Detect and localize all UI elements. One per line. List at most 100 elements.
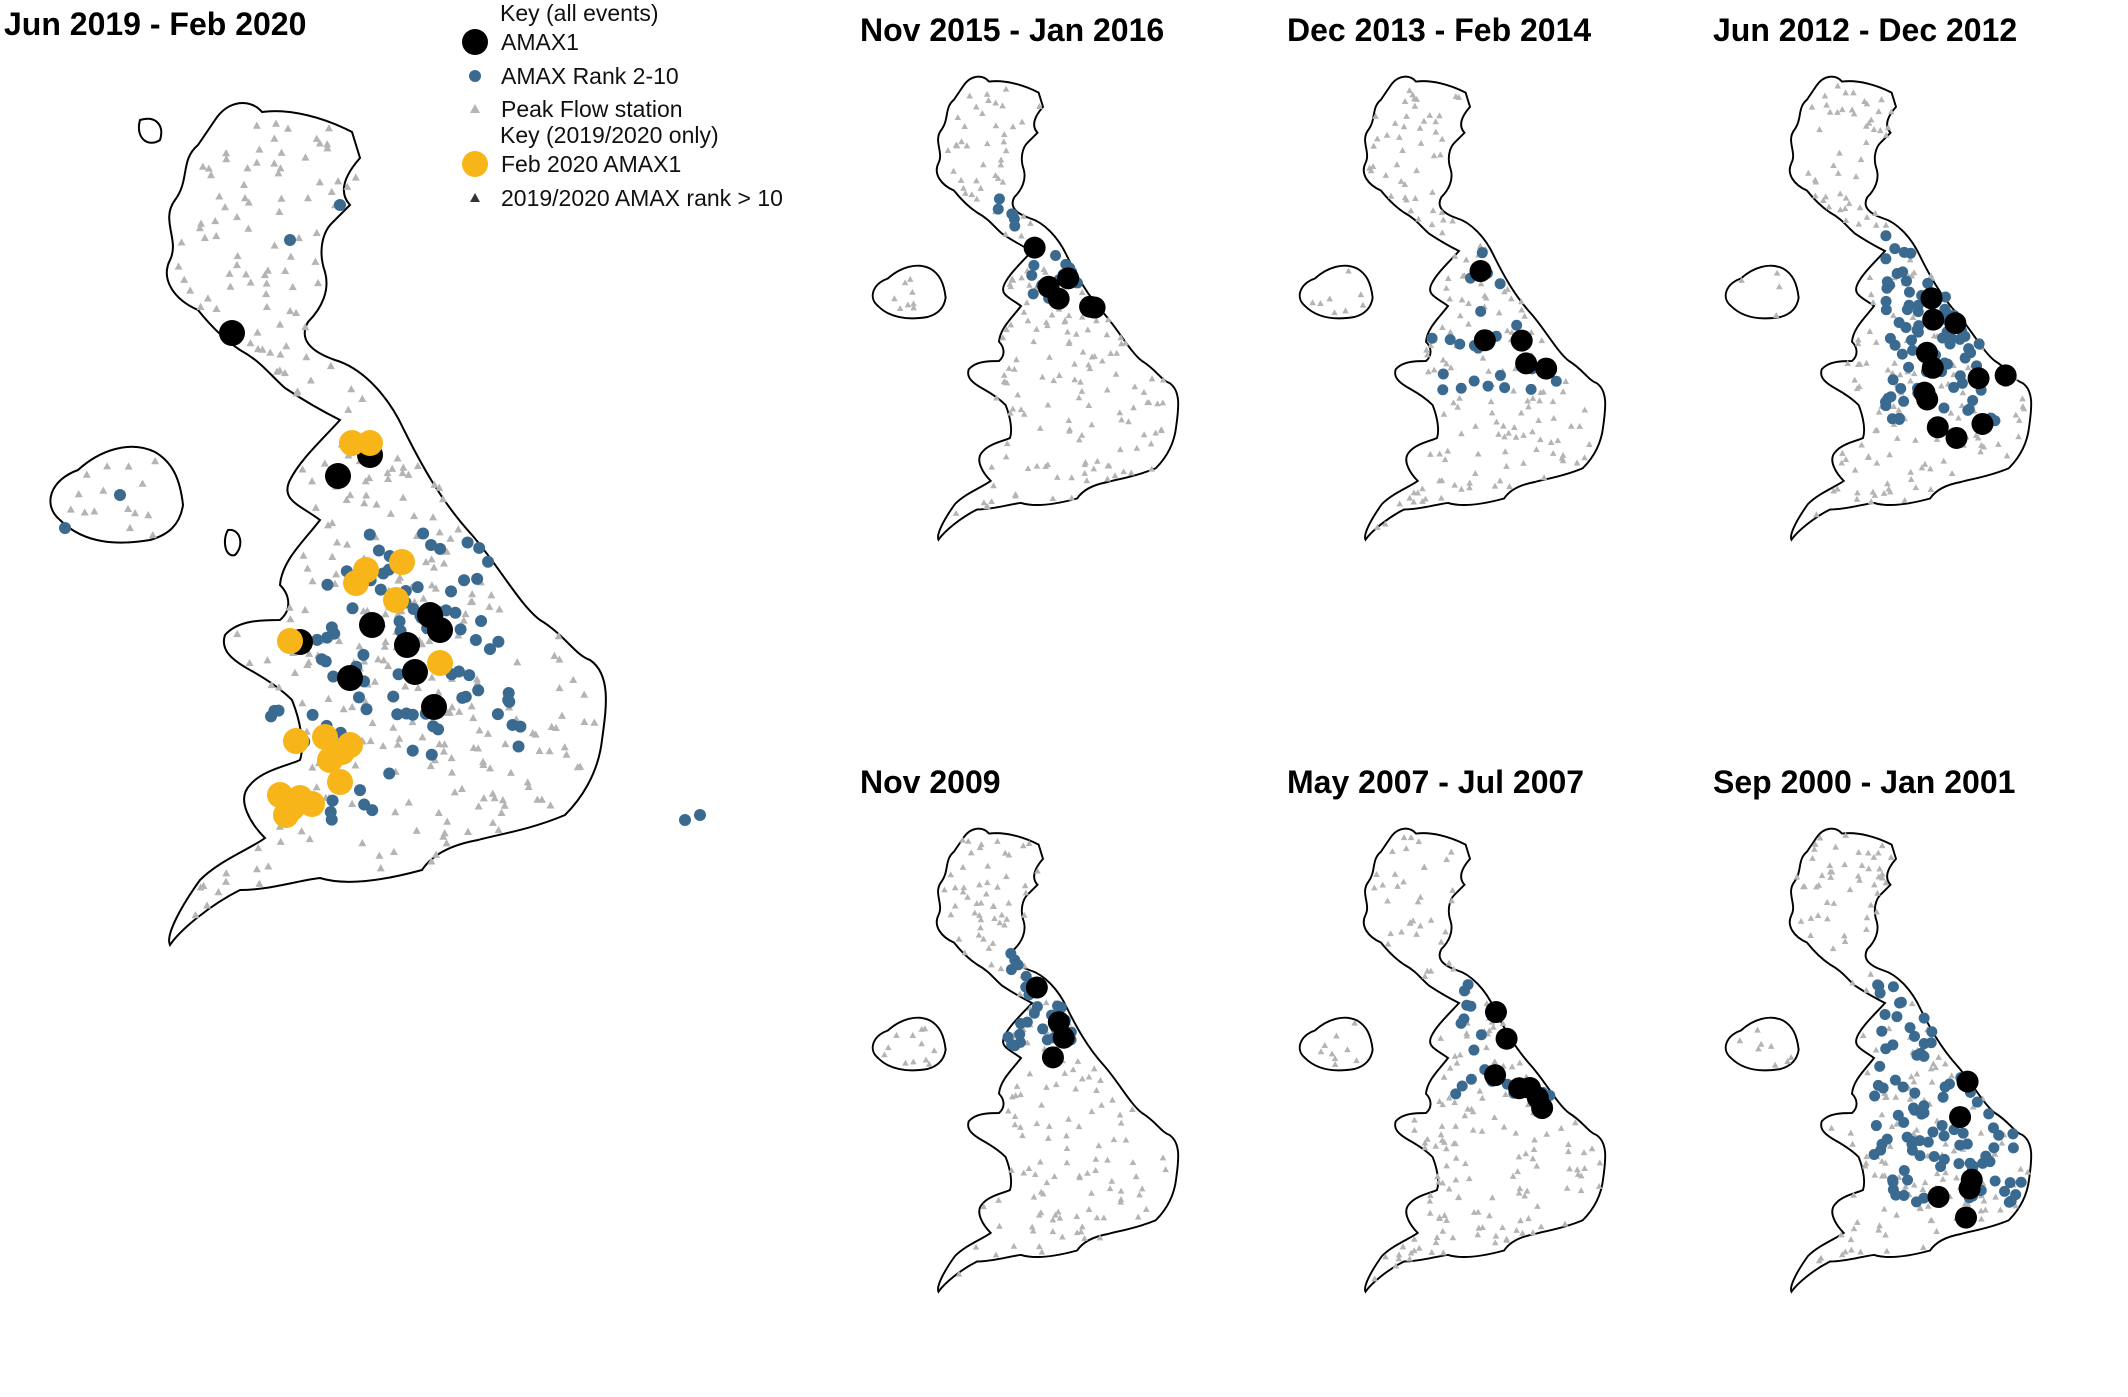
station-marker <box>1036 1243 1043 1250</box>
station-marker <box>1025 1165 1033 1172</box>
rank-marker <box>1912 326 1924 338</box>
station-marker <box>950 167 957 174</box>
station-marker <box>1866 328 1874 334</box>
station-marker <box>1514 1168 1521 1175</box>
station-marker <box>1429 207 1437 214</box>
station-marker <box>1038 1101 1045 1108</box>
legend-label-amax1: AMAX1 <box>501 28 579 55</box>
station-marker <box>473 678 482 686</box>
station-marker <box>255 879 264 887</box>
station-marker <box>1406 1255 1413 1262</box>
station-marker <box>435 528 444 536</box>
rank-marker <box>393 615 406 628</box>
station-marker <box>204 164 213 172</box>
station-marker <box>1454 403 1461 410</box>
station-marker <box>333 538 342 546</box>
station-marker <box>1440 410 1448 417</box>
station-marker <box>1367 167 1375 174</box>
panel-title-4: Nov 2009 <box>860 764 1001 800</box>
station-marker <box>1547 439 1555 445</box>
rank-marker <box>374 583 387 596</box>
station-marker <box>1863 914 1871 921</box>
station-marker <box>1865 453 1872 460</box>
rank-marker <box>473 541 486 554</box>
station-marker <box>973 900 981 907</box>
rank-marker <box>1893 412 1905 424</box>
station-marker <box>1100 1214 1108 1221</box>
station-marker <box>1425 368 1432 375</box>
station-marker <box>1438 209 1446 215</box>
station-marker <box>1113 349 1121 356</box>
station-marker <box>1140 431 1148 438</box>
station-marker <box>951 902 959 909</box>
rank-marker <box>387 690 400 703</box>
station-marker <box>901 279 909 286</box>
station-marker <box>1003 873 1010 880</box>
station-marker <box>1441 456 1449 463</box>
station-marker <box>1374 135 1381 142</box>
station-marker <box>958 138 965 145</box>
station-marker <box>1832 843 1839 850</box>
station-marker <box>1921 460 1929 467</box>
station-marker <box>1845 200 1853 207</box>
station-marker <box>1382 171 1390 178</box>
station-marker <box>1465 300 1472 306</box>
station-marker <box>1443 360 1450 367</box>
station-marker <box>1117 1187 1125 1194</box>
station-marker <box>1470 1208 1478 1215</box>
station-marker <box>1875 849 1882 856</box>
station-marker <box>2003 452 2011 459</box>
main-station-markers <box>66 119 599 919</box>
station-marker <box>1006 409 1014 416</box>
rank-marker <box>1942 358 1954 370</box>
rank-marker <box>2004 1177 2016 1189</box>
station-marker <box>1370 142 1377 149</box>
rank-marker <box>434 542 447 555</box>
station-marker <box>1998 1139 2006 1146</box>
station-marker <box>1837 1231 1845 1238</box>
station-marker <box>186 286 195 294</box>
station-marker <box>363 606 372 614</box>
rank-marker <box>1014 1028 1026 1040</box>
station-marker <box>272 119 281 127</box>
rank-marker <box>321 578 334 591</box>
station-marker <box>909 1032 917 1038</box>
station-marker <box>994 883 1001 890</box>
rank-marker <box>1914 1150 1926 1162</box>
amax1-marker <box>1945 426 1968 449</box>
station-marker <box>326 361 335 370</box>
station-marker <box>270 241 279 249</box>
station-marker <box>1017 1123 1024 1130</box>
amax1-marker <box>1535 357 1558 380</box>
station-marker <box>1400 123 1408 130</box>
station-marker <box>1372 112 1379 119</box>
station-marker <box>1410 489 1418 496</box>
rank-marker <box>311 633 324 646</box>
station-marker <box>1064 328 1071 335</box>
station-marker <box>1061 1069 1069 1076</box>
station-marker <box>1520 431 1527 438</box>
station-marker <box>1486 1027 1493 1034</box>
station-marker <box>1841 205 1849 212</box>
station-marker <box>1415 1244 1423 1251</box>
rank-marker <box>1999 1185 2011 1197</box>
station-marker <box>358 394 367 402</box>
station-marker <box>1461 1112 1469 1119</box>
station-marker <box>1518 306 1525 313</box>
station-marker <box>1997 1206 2004 1213</box>
rank-marker <box>1957 1127 1969 1139</box>
station-marker <box>1814 912 1822 919</box>
rank-marker <box>1880 304 1892 316</box>
ni-coastline <box>1298 1016 1374 1072</box>
station-marker <box>343 182 352 190</box>
station-marker <box>1092 1155 1100 1162</box>
station-marker <box>375 851 384 859</box>
station-marker <box>391 808 400 816</box>
station-marker <box>1991 1150 1998 1157</box>
station-marker <box>365 473 374 482</box>
station-marker <box>222 155 231 163</box>
station-marker <box>1813 511 1820 518</box>
station-marker <box>1078 313 1086 320</box>
station-marker <box>1887 853 1895 860</box>
station-marker <box>2012 411 2020 418</box>
